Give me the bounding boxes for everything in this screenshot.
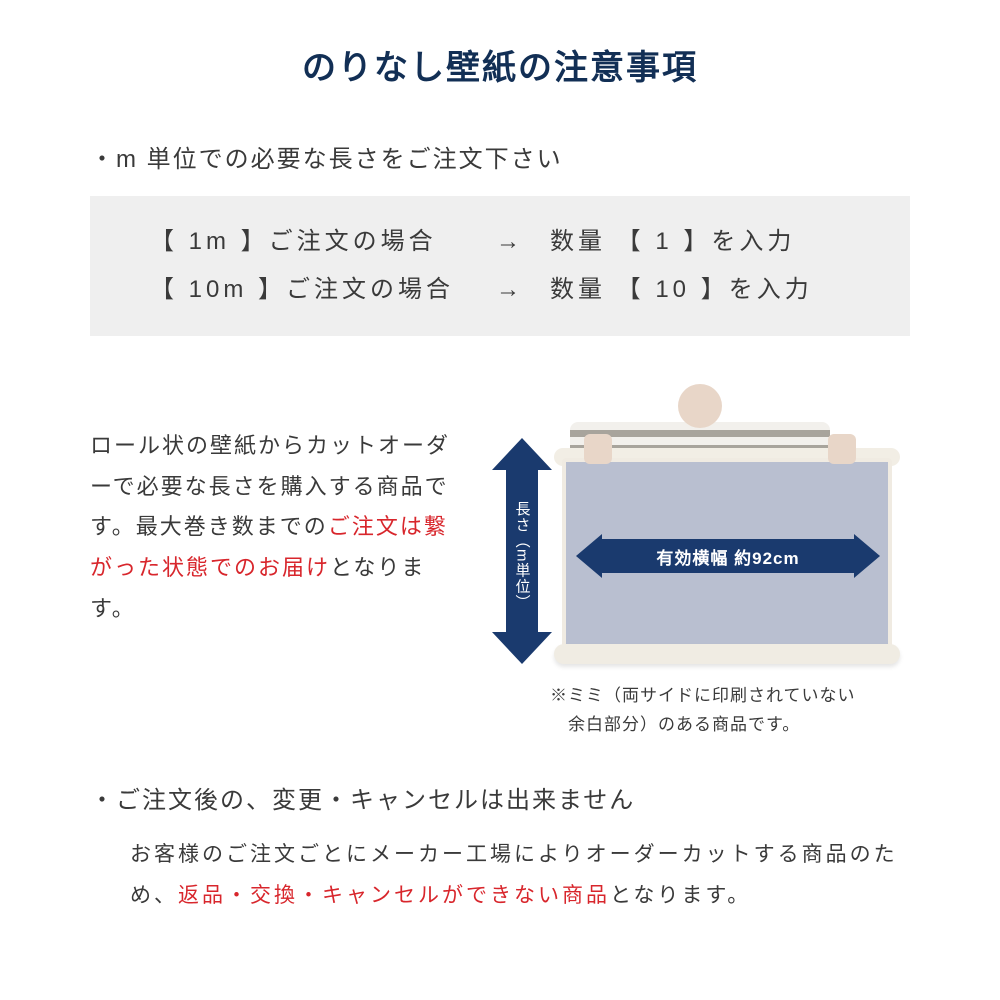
roll-description: ロール状の壁紙からカットオーダーで必要な長さを購入する商品です。最大巻き数までの… — [90, 376, 470, 629]
arrow-icon: → — [470, 218, 550, 266]
bullet-order-by-meter: ・m 単位での必要な長さをご注文下さい — [90, 139, 910, 174]
width-arrow-left-icon — [576, 534, 602, 578]
order-example-box: 【 1m 】ご注文の場合 → 数量 【 1 】を入力 【 10m 】ご注文の場合… — [90, 196, 910, 336]
length-arrow-down-icon — [492, 632, 552, 664]
bullet-no-cancel: ・ご注文後の、変更・キャンセルは出来ません — [90, 780, 910, 815]
order-row-1m: 【 1m 】ご注文の場合 → 数量 【 1 】を入力 — [150, 218, 880, 266]
width-arrow: 有効横幅 約92cm — [576, 538, 880, 574]
hand-left — [584, 434, 612, 464]
hand-right — [828, 434, 856, 464]
no-cancel-body: お客様のご注文ごとにメーカー工場によりオーダーカットする商品のため、返品・交換・… — [90, 835, 910, 917]
arrow-icon: → — [470, 266, 550, 314]
mimi-line1: ※ミミ（両サイドに印刷されていない — [550, 686, 856, 705]
person-head — [678, 384, 722, 428]
mimi-note: ※ミミ（両サイドに印刷されていない 余白部分）のある商品です。 — [490, 682, 910, 740]
page-title: のりなし壁紙の注意事項 — [90, 40, 910, 89]
order-10m-right: 数量 【 10 】を入力 — [550, 266, 880, 314]
length-arrow-label: 長さ（m単位） — [506, 486, 538, 626]
roll-bottom — [554, 644, 900, 664]
width-arrow-label: 有効横幅 約92cm — [602, 539, 854, 573]
order-1m-right: 数量 【 1 】を入力 — [550, 218, 880, 266]
sec2-highlight: 返品・交換・キャンセルができない商品 — [178, 884, 610, 907]
wallpaper-diagram: 長さ（m単位） 有効横幅 約92cm ※ミミ（両サイドに印刷されていない 余白部… — [490, 376, 910, 740]
sec2-post: となります。 — [610, 884, 751, 907]
order-1m-left: 【 1m 】ご注文の場合 — [150, 218, 470, 266]
mimi-line2: 余白部分）のある商品です。 — [550, 715, 800, 734]
order-10m-left: 【 10m 】ご注文の場合 — [150, 266, 470, 314]
order-row-10m: 【 10m 】ご注文の場合 → 数量 【 10 】を入力 — [150, 266, 880, 314]
width-arrow-right-icon — [854, 534, 880, 578]
